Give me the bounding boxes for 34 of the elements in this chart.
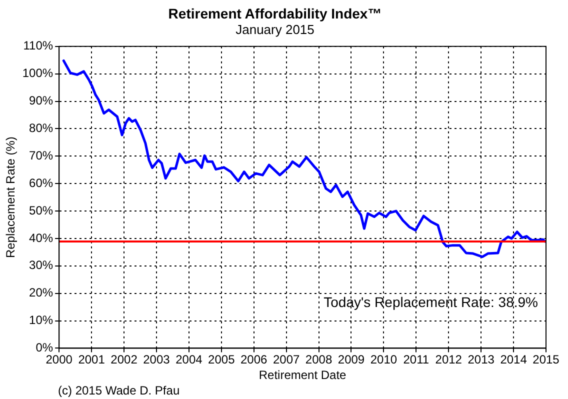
x-tick-label: 2013 (468, 352, 495, 367)
x-tick-label: 2002 (110, 352, 138, 367)
x-tick-label: 2011 (403, 352, 430, 367)
x-tick-label: 2000 (46, 352, 73, 367)
y-tick-label: 30% (29, 258, 54, 272)
x-tick-label: 2003 (143, 352, 170, 367)
x-tick-label: 2015 (532, 352, 560, 367)
x-tick-label: 2004 (176, 352, 203, 367)
x-tick-label: 2014 (500, 352, 528, 367)
x-tick-label: 2010 (370, 352, 398, 367)
y-tick-label: 20% (29, 286, 54, 300)
y-tick-label: 50% (29, 203, 54, 218)
x-tick-label: 2012 (435, 352, 462, 367)
x-tick-label: 2008 (305, 352, 332, 367)
x-tick-label: 2005 (208, 352, 236, 367)
chart-title: Retirement Affordability Index™ (168, 5, 382, 22)
x-tick-label: 2009 (338, 352, 365, 367)
y-tick-label: 80% (29, 121, 54, 136)
y-tick-label: 0% (36, 340, 54, 355)
y-tick-label: 60% (29, 176, 54, 190)
chart-subtitle: January 2015 (236, 22, 314, 38)
y-tick-label: 100% (22, 66, 54, 80)
x-tick-label: 2001 (78, 352, 106, 367)
y-axis-title: Replacement Rate (%) (4, 136, 18, 258)
y-tick-label: 110% (23, 38, 54, 53)
y-tick-label: 90% (29, 94, 54, 108)
y-tick-label: 40% (29, 230, 54, 245)
x-axis-title: Retirement Date (258, 368, 347, 382)
x-tick-label: 2007 (272, 352, 300, 367)
y-tick-label: 70% (29, 148, 54, 162)
y-tick-label: 10% (29, 313, 54, 328)
text: (c) 2015 Wade D. Pfau (58, 383, 180, 398)
x-tick-label: 2006 (240, 352, 268, 367)
annotation: Today's Replacement Rate: 38.9% (324, 294, 538, 310)
